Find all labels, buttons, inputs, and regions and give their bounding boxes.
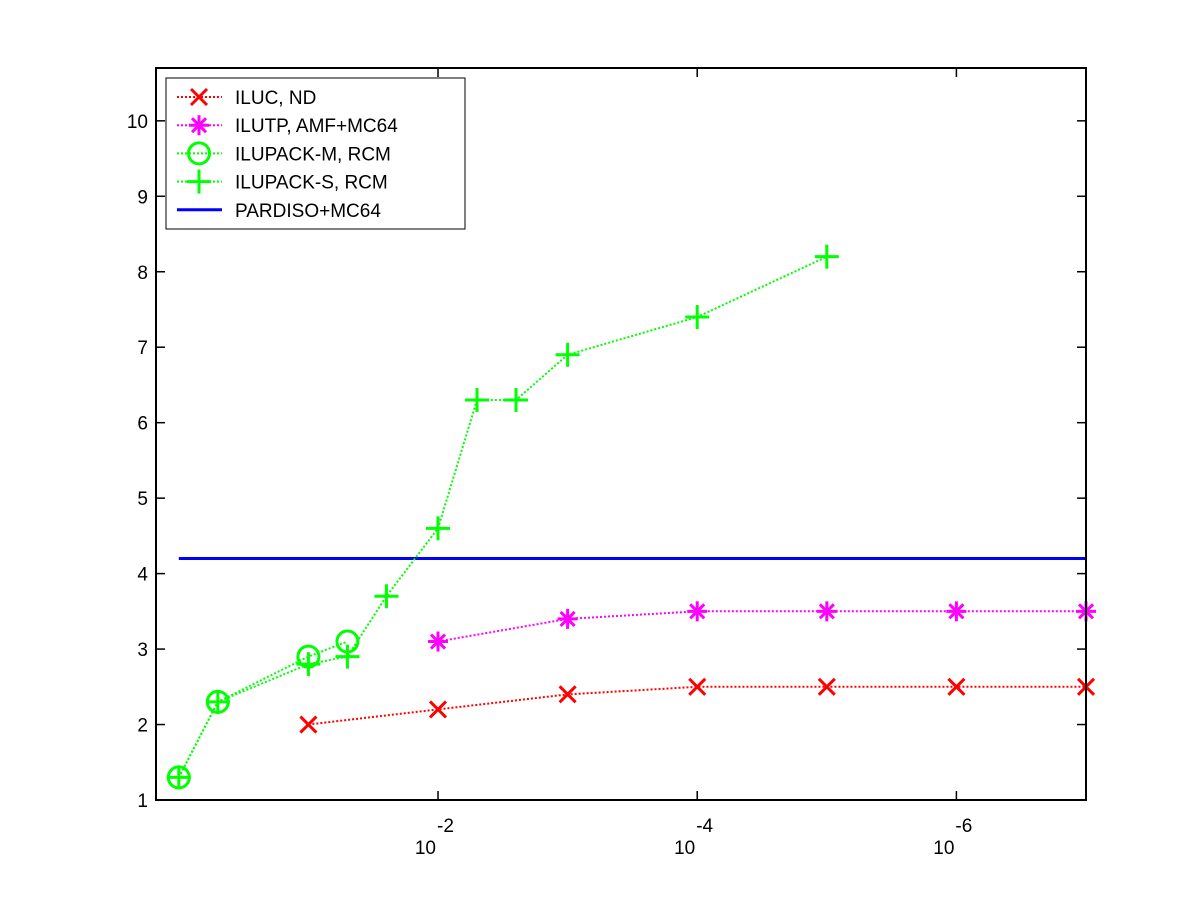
legend-entry: ILUTP, AMF+MC64 — [177, 115, 398, 137]
data-point — [687, 601, 708, 622]
data-point — [814, 244, 839, 269]
y-tick-label: 3 — [137, 640, 148, 661]
x-tick-label-base: 10 — [415, 838, 436, 859]
data-point — [465, 388, 490, 413]
legend-marker — [187, 169, 211, 194]
data-point — [428, 700, 448, 719]
y-tick-label: 5 — [137, 489, 148, 510]
data-point — [947, 677, 966, 696]
axes-frame — [155, 67, 1087, 801]
legend-entry: ILUPACK-M, RCM — [177, 141, 391, 166]
legend-label: PARDISO+MC64 — [235, 201, 381, 222]
y-tick-label: 8 — [137, 263, 148, 284]
legend-box — [165, 77, 466, 230]
y-tick-label: 4 — [137, 565, 148, 586]
legend-entry: ILUPACK-S, RCM — [177, 169, 388, 194]
x-tick-label-base: 10 — [933, 838, 954, 859]
y-tick-label: 9 — [137, 187, 148, 208]
x-tick-label-exponent: -6 — [955, 816, 972, 837]
y-tick-label: 7 — [137, 338, 148, 359]
data-point — [816, 601, 837, 622]
series-3 — [166, 244, 839, 790]
data-point — [428, 631, 449, 652]
data-point — [504, 388, 529, 413]
y-tick-label: 10 — [127, 112, 148, 133]
legend-label: ILUPACK-S, RCM — [235, 173, 388, 194]
legend-label: ILUC, ND — [235, 88, 316, 109]
legend-marker — [189, 115, 209, 136]
legend-marker — [187, 141, 211, 166]
data-point — [335, 644, 360, 669]
legend-entry: PARDISO+MC64 — [177, 201, 381, 222]
data-point — [557, 608, 578, 629]
data-point — [817, 677, 836, 696]
data-point — [296, 652, 321, 677]
data-point — [205, 689, 230, 714]
y-tick-label: 6 — [137, 414, 148, 435]
legend-entry: ILUC, ND — [177, 87, 316, 109]
data-point — [299, 715, 318, 734]
legend-label: ILUPACK-M, RCM — [235, 144, 391, 165]
series-1 — [428, 601, 1096, 652]
data-point — [685, 305, 710, 330]
data-point — [166, 765, 191, 790]
legend: ILUC, ND ILUTP, AMF+MC64 ILUPACK-M, RCM ILU… — [165, 77, 466, 230]
data-point — [426, 516, 451, 541]
x-tick-label-exponent: -4 — [696, 816, 713, 837]
x-tick-label-base: 10 — [674, 838, 695, 859]
data-point — [558, 685, 577, 704]
data-point — [555, 342, 580, 367]
y-tick-label: 1 — [137, 791, 148, 812]
x-tick-label-exponent: -2 — [437, 816, 454, 837]
data-point — [688, 677, 707, 696]
data-point — [946, 601, 967, 622]
y-tick-label: 2 — [137, 716, 148, 737]
legend-marker — [189, 87, 209, 107]
series-0 — [299, 677, 1096, 734]
data-point — [374, 584, 399, 609]
series-line — [437, 610, 1086, 643]
legend-label: ILUTP, AMF+MC64 — [235, 116, 398, 137]
series-layer — [166, 244, 1096, 790]
